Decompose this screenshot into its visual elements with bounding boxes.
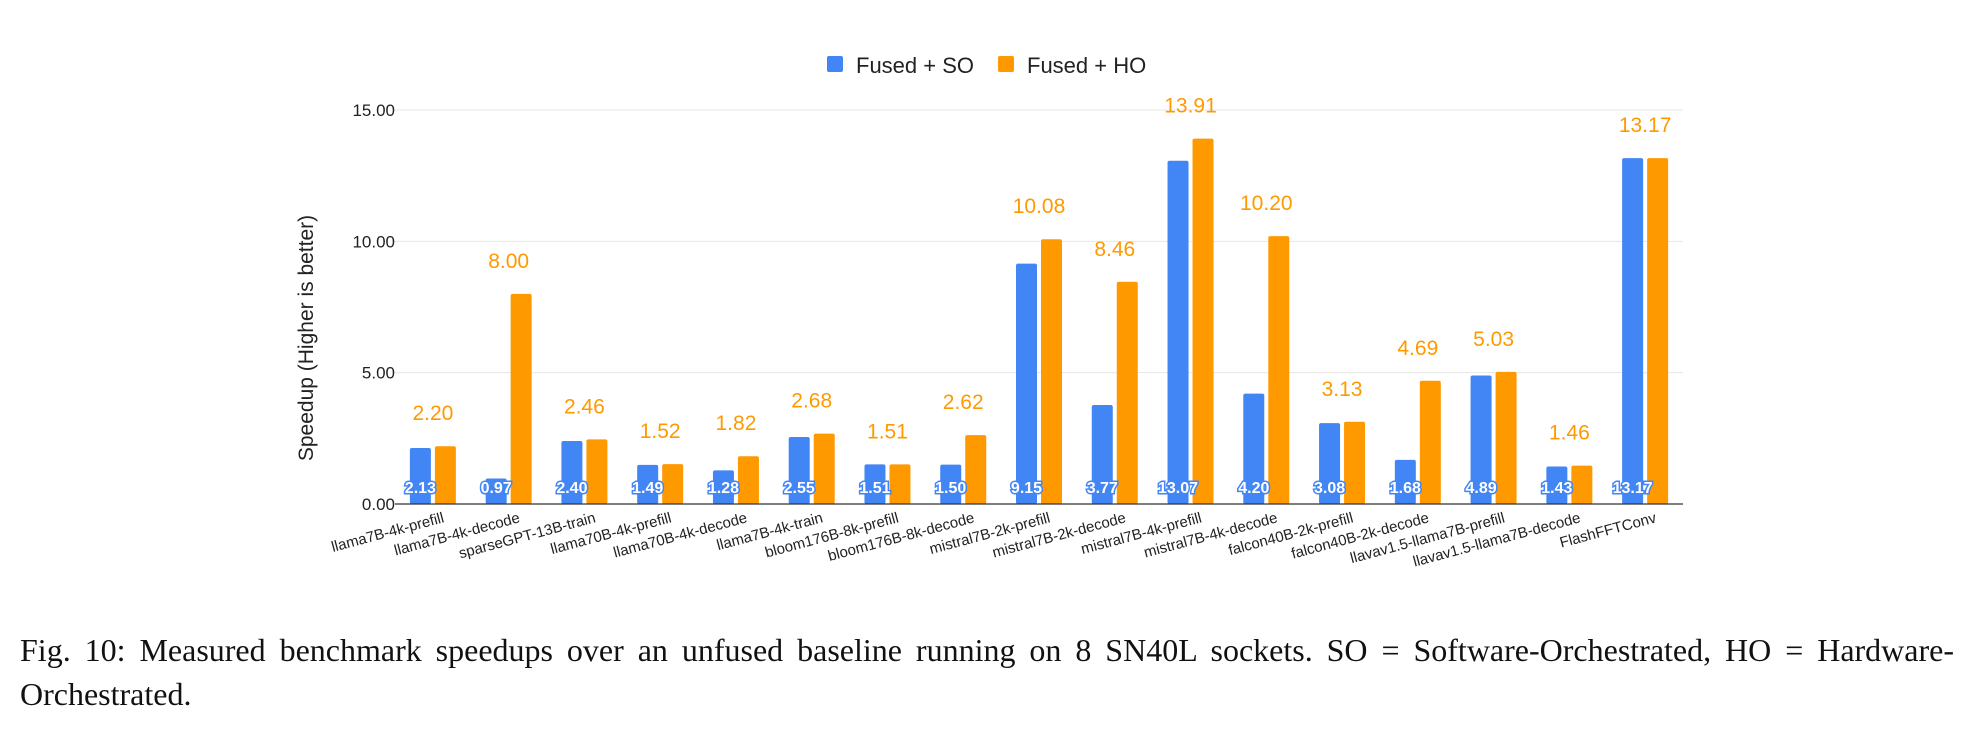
data-label-ho: 8.00 [488, 250, 529, 273]
data-label-ho: 3.13 [1322, 378, 1363, 401]
bar-so [1319, 423, 1341, 504]
bar-so [485, 478, 507, 504]
data-label-so: 4.89 [1466, 480, 1497, 497]
legend: Fused + SO Fused + HO [827, 53, 1146, 78]
data-label-ho: 2.62 [943, 391, 984, 414]
data-label-so: 3.08 [1314, 480, 1345, 497]
bar-ho [1647, 158, 1669, 504]
data-label-so: 1.68 [1390, 480, 1421, 497]
data-label-so: 1.43 [1541, 480, 1572, 497]
bar-ho [1571, 465, 1593, 504]
data-label-ho: 5.03 [1473, 328, 1514, 351]
bar-ho [510, 293, 532, 504]
legend-swatch-ho [998, 56, 1014, 72]
bar-so [561, 440, 583, 504]
bar-chart: Fused + SO Fused + HO Speedup (Higher is… [295, 53, 1683, 571]
x-tick-labels: llama7B-4k-prefillllama7B-4k-decodespars… [330, 509, 1659, 570]
data-labels: 2.13 2.20 0.97 8.00 2.40 2.46 1.49 1.52 1.28 1.82… [403, 95, 1672, 499]
data-label-so: 0.97 [481, 480, 512, 497]
y-tick-label: 15.00 [352, 101, 395, 120]
bar-so [1470, 375, 1492, 504]
bar-so [637, 464, 659, 504]
data-label-ho: 4.69 [1397, 337, 1438, 360]
data-label-so: 2.13 [405, 480, 436, 497]
data-label-so: 3.77 [1087, 480, 1118, 497]
bar-ho [662, 464, 684, 504]
data-label-so: 1.49 [632, 480, 663, 497]
bar-ho [1041, 239, 1062, 504]
bar-ho [1268, 236, 1290, 504]
bar-ho [965, 435, 987, 504]
bar-ho [1419, 380, 1441, 504]
bar-so [1167, 160, 1189, 504]
bar-so [1016, 263, 1037, 504]
y-tick-label: 10.00 [352, 232, 395, 251]
bar-so [1622, 158, 1644, 504]
bar-so [788, 437, 810, 504]
data-label-so: 2.55 [784, 480, 815, 497]
data-label-ho: 8.46 [1094, 238, 1135, 261]
data-label-so: 1.51 [859, 480, 890, 497]
data-label-ho: 10.20 [1240, 192, 1293, 215]
data-label-ho: 13.91 [1164, 95, 1217, 118]
bar-so [940, 464, 962, 504]
data-label-ho: 1.82 [716, 412, 757, 435]
bar-ho [1344, 421, 1366, 504]
legend-swatch-so [827, 56, 843, 72]
bar-ho [1116, 281, 1138, 504]
data-label-so: 1.50 [935, 480, 966, 497]
bar-ho [889, 464, 911, 504]
bar-so [864, 464, 886, 504]
bar-ho [434, 446, 456, 504]
bar-ho [586, 439, 608, 504]
y-tick-label: 5.00 [362, 364, 395, 383]
bars [409, 138, 1669, 504]
bar-ho [1495, 371, 1517, 504]
data-label-ho: 2.20 [412, 402, 453, 425]
bar-so [1546, 466, 1568, 504]
data-label-ho: 1.51 [867, 420, 908, 443]
data-label-so: 1.28 [708, 480, 739, 497]
bar-so [712, 470, 734, 504]
data-label-ho: 2.46 [564, 395, 605, 418]
legend-label-ho: Fused + HO [1027, 53, 1146, 78]
bar-so [1091, 404, 1113, 504]
bar-ho [737, 456, 759, 504]
figure-caption: Fig. 10: Measured benchmark speedups ove… [20, 632, 1954, 712]
bar-so [409, 448, 431, 504]
y-axis-label: Speedup (Higher is better) [295, 215, 318, 461]
data-label-so: 9.15 [1011, 480, 1042, 497]
bar-so [1394, 459, 1416, 504]
bar-ho [813, 433, 835, 504]
data-label-ho: 13.17 [1619, 114, 1672, 137]
gridlines [395, 109, 1683, 374]
data-label-ho: 1.46 [1549, 422, 1590, 445]
data-label-ho: 10.08 [1013, 195, 1066, 218]
data-label-ho: 2.68 [791, 390, 832, 413]
data-label-ho: 1.52 [640, 420, 681, 443]
data-label-so: 4.20 [1238, 480, 1269, 497]
legend-label-so: Fused + SO [856, 53, 974, 78]
bar-so [1243, 393, 1265, 504]
data-label-so: 13.17 [1613, 480, 1653, 497]
y-tick-labels: 0.00 5.00 10.00 15.00 [352, 101, 395, 514]
data-label-so: 2.40 [556, 480, 587, 497]
y-tick-label: 0.00 [362, 495, 395, 514]
data-label-so: 13.07 [1158, 480, 1198, 497]
bar-ho [1192, 138, 1214, 504]
